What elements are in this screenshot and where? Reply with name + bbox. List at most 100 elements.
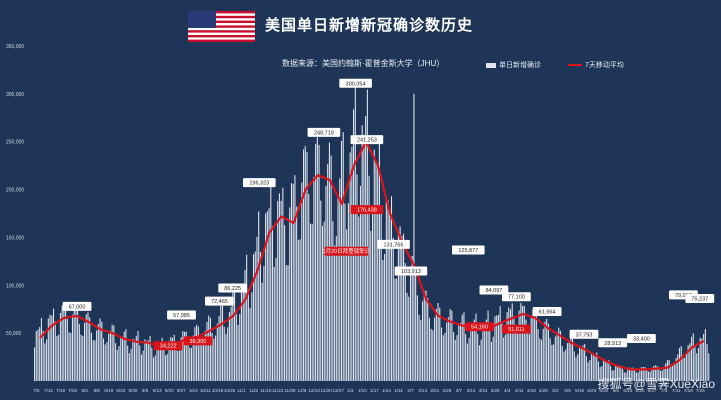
daily-bar (270, 183, 272, 381)
daily-bar (437, 303, 439, 381)
daily-bar (582, 345, 584, 381)
daily-bar (523, 305, 525, 381)
annotation-box (627, 334, 656, 343)
daily-bar (102, 338, 105, 381)
daily-bar (277, 200, 279, 381)
daily-bar (708, 353, 710, 381)
annotation-box (62, 301, 92, 311)
x-tick-label: 8/2 (82, 388, 89, 393)
daily-bar (678, 348, 681, 381)
daily-bar (171, 337, 174, 381)
daily-bar (216, 323, 218, 381)
daily-bar (456, 335, 458, 381)
daily-bar (558, 327, 560, 381)
daily-bar (180, 337, 182, 381)
daily-bar (327, 163, 329, 381)
annotation-box (479, 285, 509, 295)
daily-bar (403, 233, 405, 381)
daily-bar (35, 331, 37, 381)
daily-bar (251, 292, 253, 381)
daily-bar (197, 326, 199, 381)
daily-bar (189, 347, 191, 381)
daily-bar (68, 332, 70, 381)
daily-bar (440, 327, 443, 381)
x-tick-label: 5/2 (552, 388, 559, 393)
daily-bar (37, 329, 39, 381)
daily-bar (144, 339, 146, 381)
daily-bar (201, 343, 203, 381)
daily-bar (522, 305, 524, 381)
daily-bar (656, 366, 658, 381)
x-tick-label: 2/21 (430, 388, 439, 393)
x-tick-label: 4/25 (539, 388, 548, 393)
daily-bar (442, 335, 444, 381)
daily-bar (130, 348, 132, 381)
daily-bar (106, 341, 108, 381)
daily-bar (223, 326, 225, 381)
daily-bar (290, 183, 293, 381)
daily-bar (278, 193, 280, 381)
x-tick-label: 11/29 (284, 388, 296, 393)
daily-bar (703, 333, 705, 381)
daily-bar (649, 371, 651, 381)
daily-bar (39, 327, 41, 381)
daily-bar (459, 322, 462, 381)
daily-bar (639, 368, 641, 381)
red-annotation-label: 54,160 (471, 325, 488, 331)
legend-line-label: 7天移动平均 (585, 62, 624, 69)
daily-bar (192, 335, 194, 381)
daily-bar (366, 89, 368, 381)
daily-bar (253, 254, 255, 381)
daily-bar (303, 149, 305, 381)
daily-bar (215, 335, 217, 381)
x-tick-label: 5/16 (575, 388, 584, 393)
daily-bar (175, 342, 177, 381)
daily-bar (75, 306, 77, 381)
daily-bar (353, 109, 355, 381)
daily-bar (489, 328, 491, 381)
daily-bar (199, 337, 201, 381)
daily-bar (99, 318, 101, 381)
annotation-box (598, 338, 628, 348)
x-tick-label: 1/31 (394, 388, 403, 393)
daily-bar (194, 327, 196, 381)
daily-bar (51, 315, 53, 381)
daily-bar (397, 234, 399, 381)
daily-bar (401, 235, 403, 381)
x-tick-label: 1/3 (347, 388, 354, 393)
daily-bar (66, 318, 68, 381)
x-tick-label: 12/13 (308, 388, 320, 393)
y-tick-label: 150,000 (6, 235, 24, 241)
daily-bar (104, 344, 106, 381)
daily-bar (627, 368, 629, 381)
daily-bar (513, 317, 515, 381)
daily-bar (97, 324, 99, 381)
annotation-box (218, 283, 248, 293)
daily-bar (554, 336, 556, 381)
red-annotation-box (465, 322, 494, 332)
daily-bar (620, 365, 622, 381)
daily-bar (109, 330, 111, 381)
daily-bar (309, 223, 311, 381)
x-tick-label: 3/21 (479, 388, 488, 393)
x-tick-label: 7/12 (44, 388, 53, 393)
daily-bar (127, 345, 129, 381)
daily-bar (342, 132, 344, 381)
daily-bar (530, 317, 532, 381)
daily-bar (258, 211, 260, 381)
red-annotation-box (502, 324, 531, 334)
daily-bar (527, 332, 529, 381)
daily-bar (209, 317, 211, 381)
x-tick-label: 8/16 (104, 388, 113, 393)
x-tick-label: 8/23 (116, 388, 125, 393)
daily-bar (266, 211, 268, 381)
daily-bar (516, 331, 518, 381)
daily-bar (323, 221, 325, 381)
daily-bar (70, 333, 72, 381)
daily-bar (468, 337, 470, 381)
daily-bar (356, 174, 358, 381)
daily-bar (368, 175, 370, 381)
daily-bar (465, 334, 467, 381)
daily-bar (387, 200, 389, 381)
daily-bar (156, 343, 158, 381)
